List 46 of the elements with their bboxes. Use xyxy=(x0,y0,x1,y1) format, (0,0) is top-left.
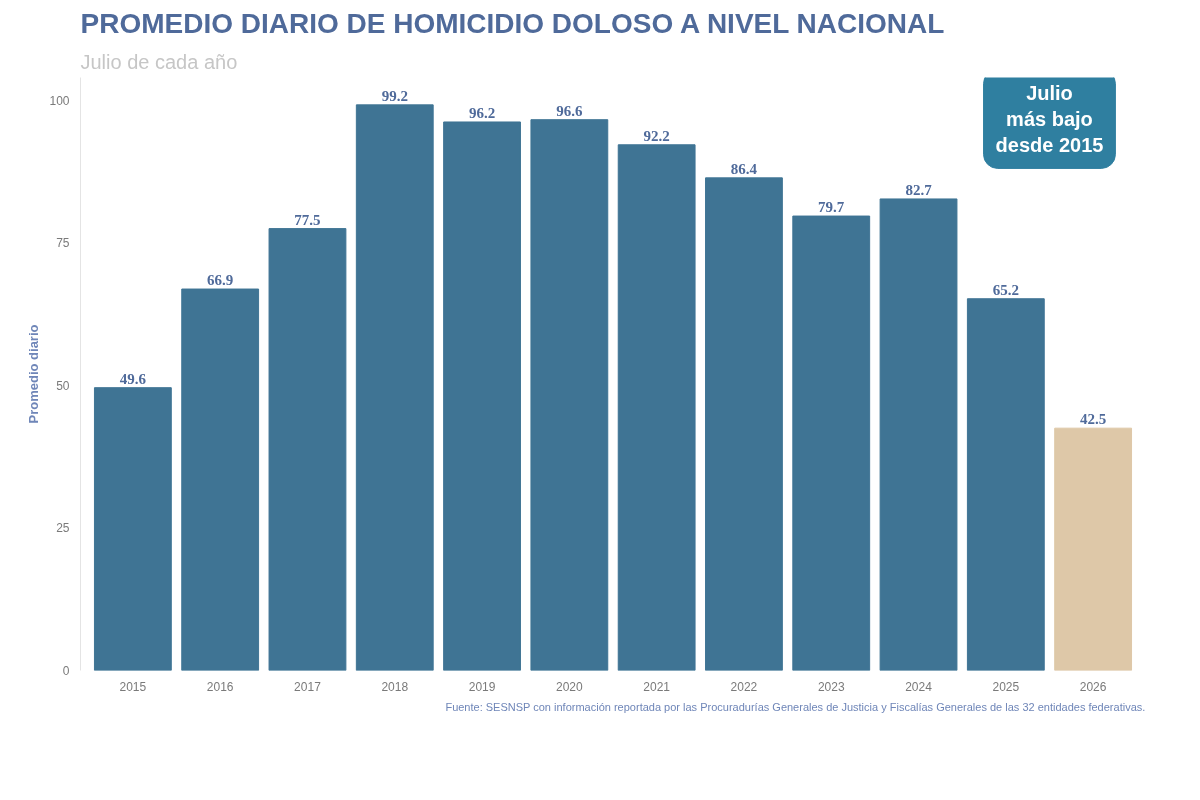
x-tick-label: 2015 xyxy=(119,679,147,694)
y-tick-label: 0 xyxy=(62,664,70,678)
x-tick-label: 2020 xyxy=(556,679,584,694)
x-tick-label: 2024 xyxy=(905,679,933,694)
bar xyxy=(355,104,434,671)
data-label: 49.6 xyxy=(119,370,147,387)
bar xyxy=(93,387,172,671)
bar xyxy=(1054,427,1133,671)
y-tick-label: 25 xyxy=(56,521,70,536)
bar xyxy=(268,228,347,671)
y-tick-label: 75 xyxy=(56,236,70,251)
data-label: 92.2 xyxy=(643,127,670,144)
x-tick-label: 2026 xyxy=(1079,679,1107,694)
data-label: 79.7 xyxy=(818,199,845,216)
x-tick-label: 2016 xyxy=(206,679,234,694)
x-tick-label: 2025 xyxy=(992,679,1020,694)
bar xyxy=(530,119,609,671)
data-label: 86.4 xyxy=(730,160,758,177)
data-label: 96.2 xyxy=(468,104,496,121)
annotation: Julio más bajo desde 2015 xyxy=(995,81,1104,157)
data-label: 77.5 xyxy=(294,211,321,228)
x-tick-label: 2017 xyxy=(294,679,322,694)
source-note: Fuente: SESNSP con información reportada por las Procuradurías Generales de Justicia y Fiscalías Generales de las 32 entidades federativas. xyxy=(445,700,1146,713)
bar xyxy=(792,215,871,671)
bar xyxy=(443,121,521,671)
data-label: 66.9 xyxy=(207,272,234,289)
x-tick-label: 2019 xyxy=(468,679,496,694)
chart-subtitle: Julio de cada año xyxy=(80,50,238,73)
data-label: 99.2 xyxy=(381,87,408,104)
x-tick-label: 2018 xyxy=(381,679,409,694)
x-tick-label: 2022 xyxy=(730,679,758,694)
bar xyxy=(966,298,1045,671)
y-axis-title: Promedio diario xyxy=(26,324,42,424)
x-tick-label: 2023 xyxy=(817,679,845,694)
bar xyxy=(879,198,958,671)
chart-title: PROMEDIO DIARIO DE HOMICIDIO DOLOSO A NIVEL NACIONAL xyxy=(80,7,945,39)
bar xyxy=(617,144,696,671)
bar xyxy=(181,288,260,671)
data-label: 96.6 xyxy=(556,102,583,119)
bar xyxy=(705,177,783,671)
y-tick-label: 100 xyxy=(49,93,70,108)
data-label: 42.5 xyxy=(1080,411,1107,428)
data-label: 82.7 xyxy=(905,181,933,198)
y-tick-label: 50 xyxy=(56,378,70,393)
x-tick-label: 2021 xyxy=(643,679,671,694)
data-label: 65.2 xyxy=(992,281,1019,298)
